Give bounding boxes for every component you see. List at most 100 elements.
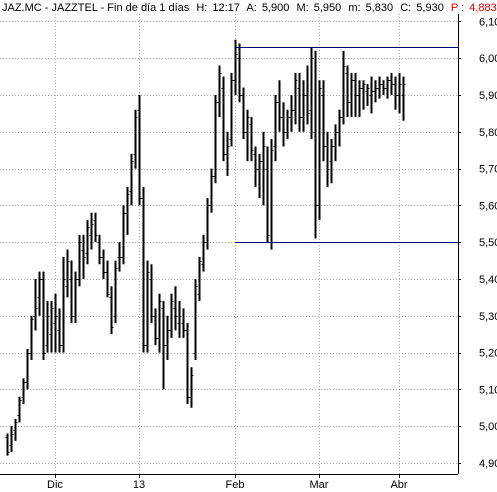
ohlc-bar <box>353 72 358 118</box>
x-tick-label: Abr <box>390 479 407 491</box>
ohlc-bar <box>237 43 242 103</box>
ohlc-bar <box>165 315 170 360</box>
ohlc-bar <box>365 83 370 106</box>
ohlc-bar <box>377 76 382 99</box>
ohlc-bar <box>37 271 42 316</box>
ohlc-bar <box>277 80 282 132</box>
ohlc-bar <box>209 168 214 213</box>
ohlc-bar <box>337 109 342 147</box>
header-symbol: JAZ.MC - JAZZTEL - Fin de día 1 días <box>2 2 190 14</box>
ohlc-bar <box>369 76 374 114</box>
ohlc-bars <box>5 39 406 456</box>
ohlc-bar <box>273 94 278 162</box>
ohlc-bar <box>229 72 234 147</box>
ohlc-bar <box>101 249 106 279</box>
header-min-label: m: <box>348 2 360 14</box>
ohlc-bar <box>149 264 154 324</box>
y-tick-label: 5,00 <box>479 421 497 433</box>
ohlc-bar <box>85 220 90 265</box>
header-p-value: 4,883 <box>469 2 497 14</box>
ohlc-bar <box>341 50 346 125</box>
ohlc-bar <box>213 94 218 184</box>
ohlc-bar <box>221 76 226 162</box>
x-tick-label: Dic <box>47 479 63 491</box>
ohlc-bar <box>77 234 82 287</box>
ohlc-bar <box>97 234 102 265</box>
y-tick-label: 6,10 <box>479 16 497 28</box>
ohlc-bar <box>201 234 206 272</box>
ohlc-bar <box>21 378 26 405</box>
ohlc-bar <box>13 418 18 441</box>
ohlc-bar <box>65 249 70 298</box>
ohlc-bar <box>385 76 390 99</box>
ohlc-bar <box>181 308 186 338</box>
header-m-label: M: <box>296 2 308 14</box>
header-c-label: C: <box>400 2 411 14</box>
y-tick-label: 5,30 <box>479 311 497 323</box>
header-c-value: 5,930 <box>416 2 444 14</box>
ohlc-bar <box>157 293 162 353</box>
ohlc-bar <box>61 256 66 353</box>
ohlc-bar <box>41 271 46 360</box>
ohlc-bar <box>253 146 258 187</box>
ohlc-bar <box>137 94 142 206</box>
ohlc-bar <box>73 271 78 324</box>
ohlc-bar <box>53 293 58 353</box>
ohlc-bar <box>125 186 130 235</box>
header-background <box>0 0 497 14</box>
y-tick-label: 5,10 <box>479 384 497 396</box>
y-tick-label: 5,80 <box>479 127 497 139</box>
ohlc-bar <box>361 80 366 110</box>
y-tick-label: 5,40 <box>479 274 497 286</box>
ohlc-bar <box>93 212 98 243</box>
ohlc-bar <box>105 260 110 298</box>
ohlc-bar <box>81 234 86 279</box>
ohlc-bar <box>205 198 210 250</box>
ohlc-bar <box>133 109 138 169</box>
y-axis-labels: 6,10 6,00 5,90 5,80 5,70 5,60 5,50 5,40 5,30 5,20… <box>458 16 497 470</box>
ohlc-bar <box>225 131 230 176</box>
ohlc-bar <box>309 47 314 140</box>
ohlc-bar <box>281 102 286 147</box>
ohlc-bar <box>333 124 338 162</box>
ohlc-bar <box>69 260 74 324</box>
ohlc-bar <box>345 65 350 118</box>
ohlc-bar <box>193 278 198 360</box>
ohlc-bar <box>265 146 270 243</box>
ohlc-bar <box>389 72 394 95</box>
ohlc-bar <box>189 367 194 408</box>
ohlc-bar <box>169 293 174 338</box>
y-tick-label: 5,90 <box>479 90 497 102</box>
x-axis-labels: Dic 13 Feb Mar Abr <box>47 474 408 491</box>
ohlc-bar <box>121 205 126 265</box>
ohlc-bar <box>197 256 202 302</box>
ohlc-bar <box>317 80 322 221</box>
ohlc-bar <box>177 301 182 338</box>
x-tick-label: 13 <box>133 479 145 491</box>
ohlc-bar <box>9 426 14 452</box>
ohlc-bar <box>329 139 334 184</box>
ohlc-bar <box>289 94 294 132</box>
ohlc-bar <box>109 286 114 335</box>
ohlc-bar <box>217 65 222 118</box>
ohlc-bar <box>5 433 10 456</box>
ohlc-bar <box>305 65 310 125</box>
ohlc-bar <box>313 50 318 239</box>
ohlc-bar <box>257 153 262 198</box>
ohlc-bar <box>57 308 62 353</box>
ohlc-bar <box>261 131 266 206</box>
y-tick-label: 5,70 <box>479 164 497 176</box>
ohlc-bar <box>245 109 250 162</box>
y-tick-label: 5,60 <box>479 200 497 212</box>
support-resistance-lines <box>235 47 458 243</box>
ohlc-bar <box>357 80 362 118</box>
ohlc-bar <box>321 80 326 162</box>
ohlc-bar <box>233 39 238 95</box>
ohlc-bar <box>49 301 54 353</box>
ohlc-bar <box>349 72 354 118</box>
ohlc-bar <box>153 308 158 346</box>
header-a-label: A: <box>246 2 256 14</box>
header-h-label: H: <box>196 2 207 14</box>
header-p-label: P : <box>451 2 464 14</box>
